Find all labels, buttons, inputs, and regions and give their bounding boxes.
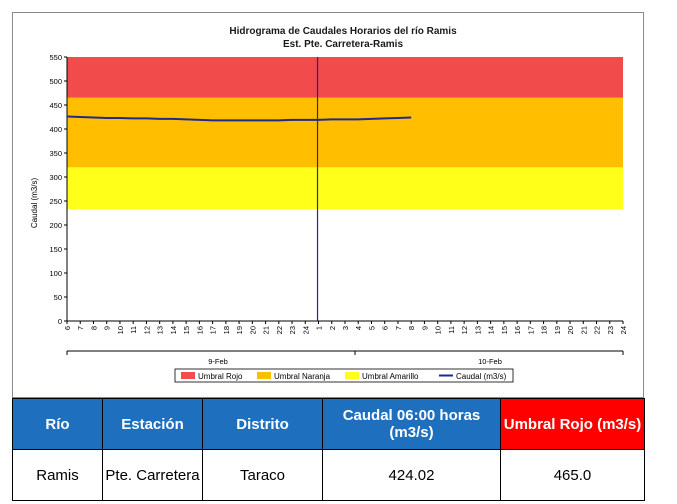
threshold-band-2: [67, 97, 623, 168]
x-tick-label: 5: [367, 326, 376, 330]
cell-estacion: Pte. Carretera: [102, 449, 203, 501]
legend-label: Umbral Amarillo: [362, 372, 419, 381]
cell-distrito: Taraco: [202, 449, 323, 501]
station-table: Río Estación Distrito Caudal 06:00 horas…: [12, 398, 645, 501]
x-tick-label: 24: [301, 326, 310, 334]
legend-swatch: [181, 372, 195, 379]
x-tick-label: 21: [579, 326, 588, 334]
y-tick-label: 0: [58, 317, 62, 326]
x-tick-label: 10: [116, 326, 125, 334]
header-rio: Río: [12, 398, 103, 450]
x-tick-label: 4: [354, 326, 363, 330]
x-tick-label: 8: [407, 326, 416, 330]
cell-rio: Ramis: [12, 449, 103, 501]
x-tick-label: 9: [420, 326, 429, 330]
x-tick-label: 18: [222, 326, 231, 334]
table-row: Ramis Pte. Carretera Taraco 424.02 465.0: [12, 449, 645, 501]
legend-label: Umbral Naranja: [274, 372, 331, 381]
x-tick-label: 12: [460, 326, 469, 334]
legend-label: Umbral Rojo: [198, 372, 243, 381]
x-tick-label: 6: [381, 326, 390, 330]
x-tick-label: 13: [473, 326, 482, 334]
x-tick-label: 14: [169, 326, 178, 334]
y-tick-label: 550: [49, 53, 62, 62]
x-tick-label: 23: [288, 326, 297, 334]
x-tick-label: 22: [275, 326, 284, 334]
hydrograph-chart: Hidrograma de Caudales Horarios del río …: [30, 26, 628, 383]
y-tick-label: 100: [49, 269, 62, 278]
x-tick-label: 6: [63, 326, 72, 330]
y-tick-label: 50: [54, 293, 62, 302]
x-tick-label: 3: [341, 326, 350, 330]
header-umbral-rojo: Umbral Rojo (m3/s): [500, 398, 645, 450]
y-tick-label: 350: [49, 149, 62, 158]
x-tick-label: 11: [129, 326, 138, 334]
x-tick-label: 2: [328, 326, 337, 330]
x-tick-label: 20: [566, 326, 575, 334]
x-tick-label: 13: [156, 326, 165, 334]
x-tick-label: 22: [593, 326, 602, 334]
legend-label: Caudal (m3/s): [456, 372, 507, 381]
series-line-caudal: [66, 115, 412, 122]
x-tick-label: 16: [195, 326, 204, 334]
x-tick-label: 10: [434, 326, 443, 334]
x-tick-label: 18: [540, 326, 549, 334]
y-axis-label: Caudal (m3/s): [30, 178, 39, 229]
legend-swatch: [345, 372, 359, 379]
x-tick-label: 12: [142, 326, 151, 334]
y-tick-label: 250: [49, 197, 62, 206]
day-label: 9-Feb: [208, 357, 228, 366]
x-tick-label: 23: [606, 326, 615, 334]
x-tick-label: 15: [182, 326, 191, 334]
legend-swatch: [257, 372, 271, 379]
y-tick-label: 150: [49, 245, 62, 254]
y-tick-label: 400: [49, 125, 62, 134]
header-distrito: Distrito: [202, 398, 323, 450]
x-tick-label: 8: [89, 326, 98, 330]
x-tick-label: 20: [248, 326, 257, 334]
x-tick-label: 7: [394, 326, 403, 330]
x-tick-label: 17: [526, 326, 535, 334]
x-tick-label: 24: [619, 326, 628, 334]
chart-title: Hidrograma de Caudales Horarios del río …: [229, 26, 457, 37]
x-tick-label: 21: [262, 326, 271, 334]
chart-subtitle: Est. Pte. Carretera-Ramis: [283, 39, 403, 50]
threshold-band-1: [67, 57, 623, 98]
y-tick-label: 200: [49, 221, 62, 230]
x-tick-label: 14: [487, 326, 496, 334]
threshold-band-3: [67, 167, 623, 210]
header-caudal: Caudal 06:00 horas (m3/s): [322, 398, 501, 450]
x-tick-label: 15: [500, 326, 509, 334]
y-tick-label: 500: [49, 77, 62, 86]
x-tick-label: 16: [513, 326, 522, 334]
x-tick-label: 9: [103, 326, 112, 330]
x-tick-label: 17: [209, 326, 218, 334]
cell-umbral-rojo: 465.0: [500, 449, 645, 501]
x-tick-label: 19: [235, 326, 244, 334]
y-tick-label: 300: [49, 173, 62, 182]
x-tick-label: 7: [76, 326, 85, 330]
x-tick-label: 1: [315, 326, 324, 330]
day-label: 10-Feb: [478, 357, 502, 366]
chart-frame: Hidrograma de Caudales Horarios del río …: [12, 12, 644, 398]
table-header-row: Río Estación Distrito Caudal 06:00 horas…: [12, 398, 645, 450]
header-estacion: Estación: [102, 398, 203, 450]
y-tick-label: 450: [49, 101, 62, 110]
x-tick-label: 11: [447, 326, 456, 334]
x-tick-label: 19: [553, 326, 562, 334]
cell-caudal: 424.02: [322, 449, 501, 501]
